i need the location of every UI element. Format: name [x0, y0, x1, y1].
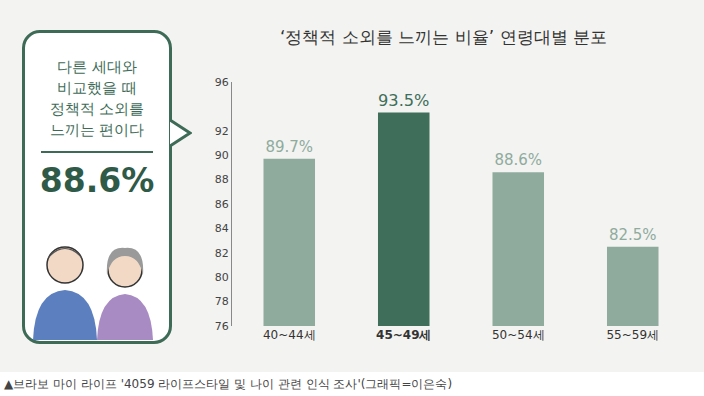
svg-text:96: 96: [215, 76, 229, 89]
svg-text:78: 78: [215, 295, 229, 308]
svg-text:82: 82: [215, 247, 229, 260]
svg-text:50~54세: 50~54세: [492, 328, 545, 342]
html-text:▲브라보 마이 라이프 '4059 라이프스타일 및 나이: ▲브라보 마이 라이프 '4059 라이프스타일 및 나이 관련 인식 조사'(…: [4, 377, 453, 391]
svg-text:90: 90: [215, 149, 229, 162]
svg-text:45~49세: 45~49세: [376, 328, 431, 342]
svg-text:86: 86: [215, 198, 229, 211]
svg-text:88.6%: 88.6%: [494, 151, 542, 169]
html-text:비교했을 때: 비교했을 때: [57, 79, 137, 97]
html-text:다른 세대와: 다른 세대와: [57, 58, 137, 76]
svg-text:88: 88: [215, 173, 229, 186]
svg-text:84: 84: [215, 222, 229, 235]
svg-text:55~59세: 55~59세: [606, 328, 659, 342]
svg-text:80: 80: [215, 271, 229, 284]
svg-text:82.5%: 82.5%: [609, 226, 657, 244]
html-text:88.6%: 88.6%: [39, 161, 155, 200]
svg-text:92: 92: [215, 125, 229, 138]
svg-text:40~44세: 40~44세: [263, 328, 316, 342]
svg-text:89.7%: 89.7%: [265, 138, 313, 156]
html-text:느끼는 편이다: 느끼는 편이다: [49, 121, 145, 139]
html-text:정책적 소외를: 정책적 소외를: [49, 100, 145, 118]
svg-text:76: 76: [215, 320, 229, 333]
svg-text:93.5%: 93.5%: [378, 91, 429, 110]
svg-text:‘정책적 소외를 느끼는 비율’ 연령대별 분포: ‘정책적 소외를 느끼는 비율’ 연령대별 분포: [280, 27, 607, 47]
